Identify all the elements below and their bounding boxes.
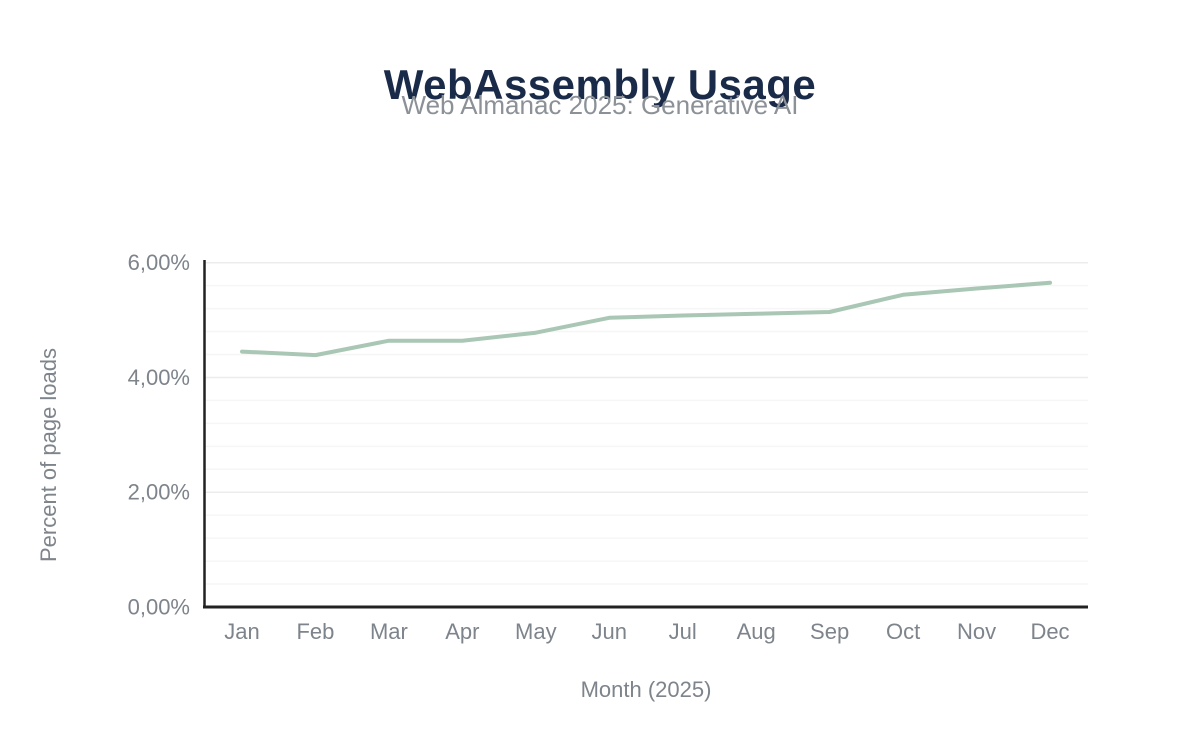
x-tick-label: Jun (592, 619, 627, 644)
data-series (240, 280, 1052, 358)
y-tick-label: 2,00% (128, 480, 190, 505)
y-tick-label: 6,00% (128, 250, 190, 275)
gridlines (204, 261, 1088, 585)
x-tick-label: Jul (669, 619, 697, 644)
x-tick-label: Aug (737, 619, 776, 644)
y-tick-label: 4,00% (128, 365, 190, 390)
x-tick-label: Dec (1030, 619, 1069, 644)
x-tick-label: Nov (957, 619, 996, 644)
x-axis-tick-labels: Jan Feb Mar Apr May Jun Jul Aug Sep Oct Nov Dec (224, 619, 1069, 644)
chart-title: WebAssembly Usage (383, 61, 817, 109)
x-tick-label: Apr (445, 619, 479, 644)
chart-subtitle: Web Almanac 2025: Generative AI (401, 90, 799, 120)
y-axis-tick-labels: 0,00% 2,00% 4,00% 6,00% (128, 250, 190, 619)
x-tick-label: Mar (370, 619, 408, 644)
x-tick-label: Feb (296, 619, 334, 644)
x-tick-label: May (515, 619, 557, 644)
x-tick-label: Jan (224, 619, 259, 644)
series-line-percent-of-page-loads (240, 280, 1052, 358)
y-axis-title: Percent of page loads (36, 348, 61, 562)
x-tick-label: Sep (810, 619, 849, 644)
y-tick-label: 0,00% (128, 595, 190, 620)
x-axis-title: Month (2025) (581, 677, 712, 702)
x-tick-label: Oct (886, 619, 920, 644)
